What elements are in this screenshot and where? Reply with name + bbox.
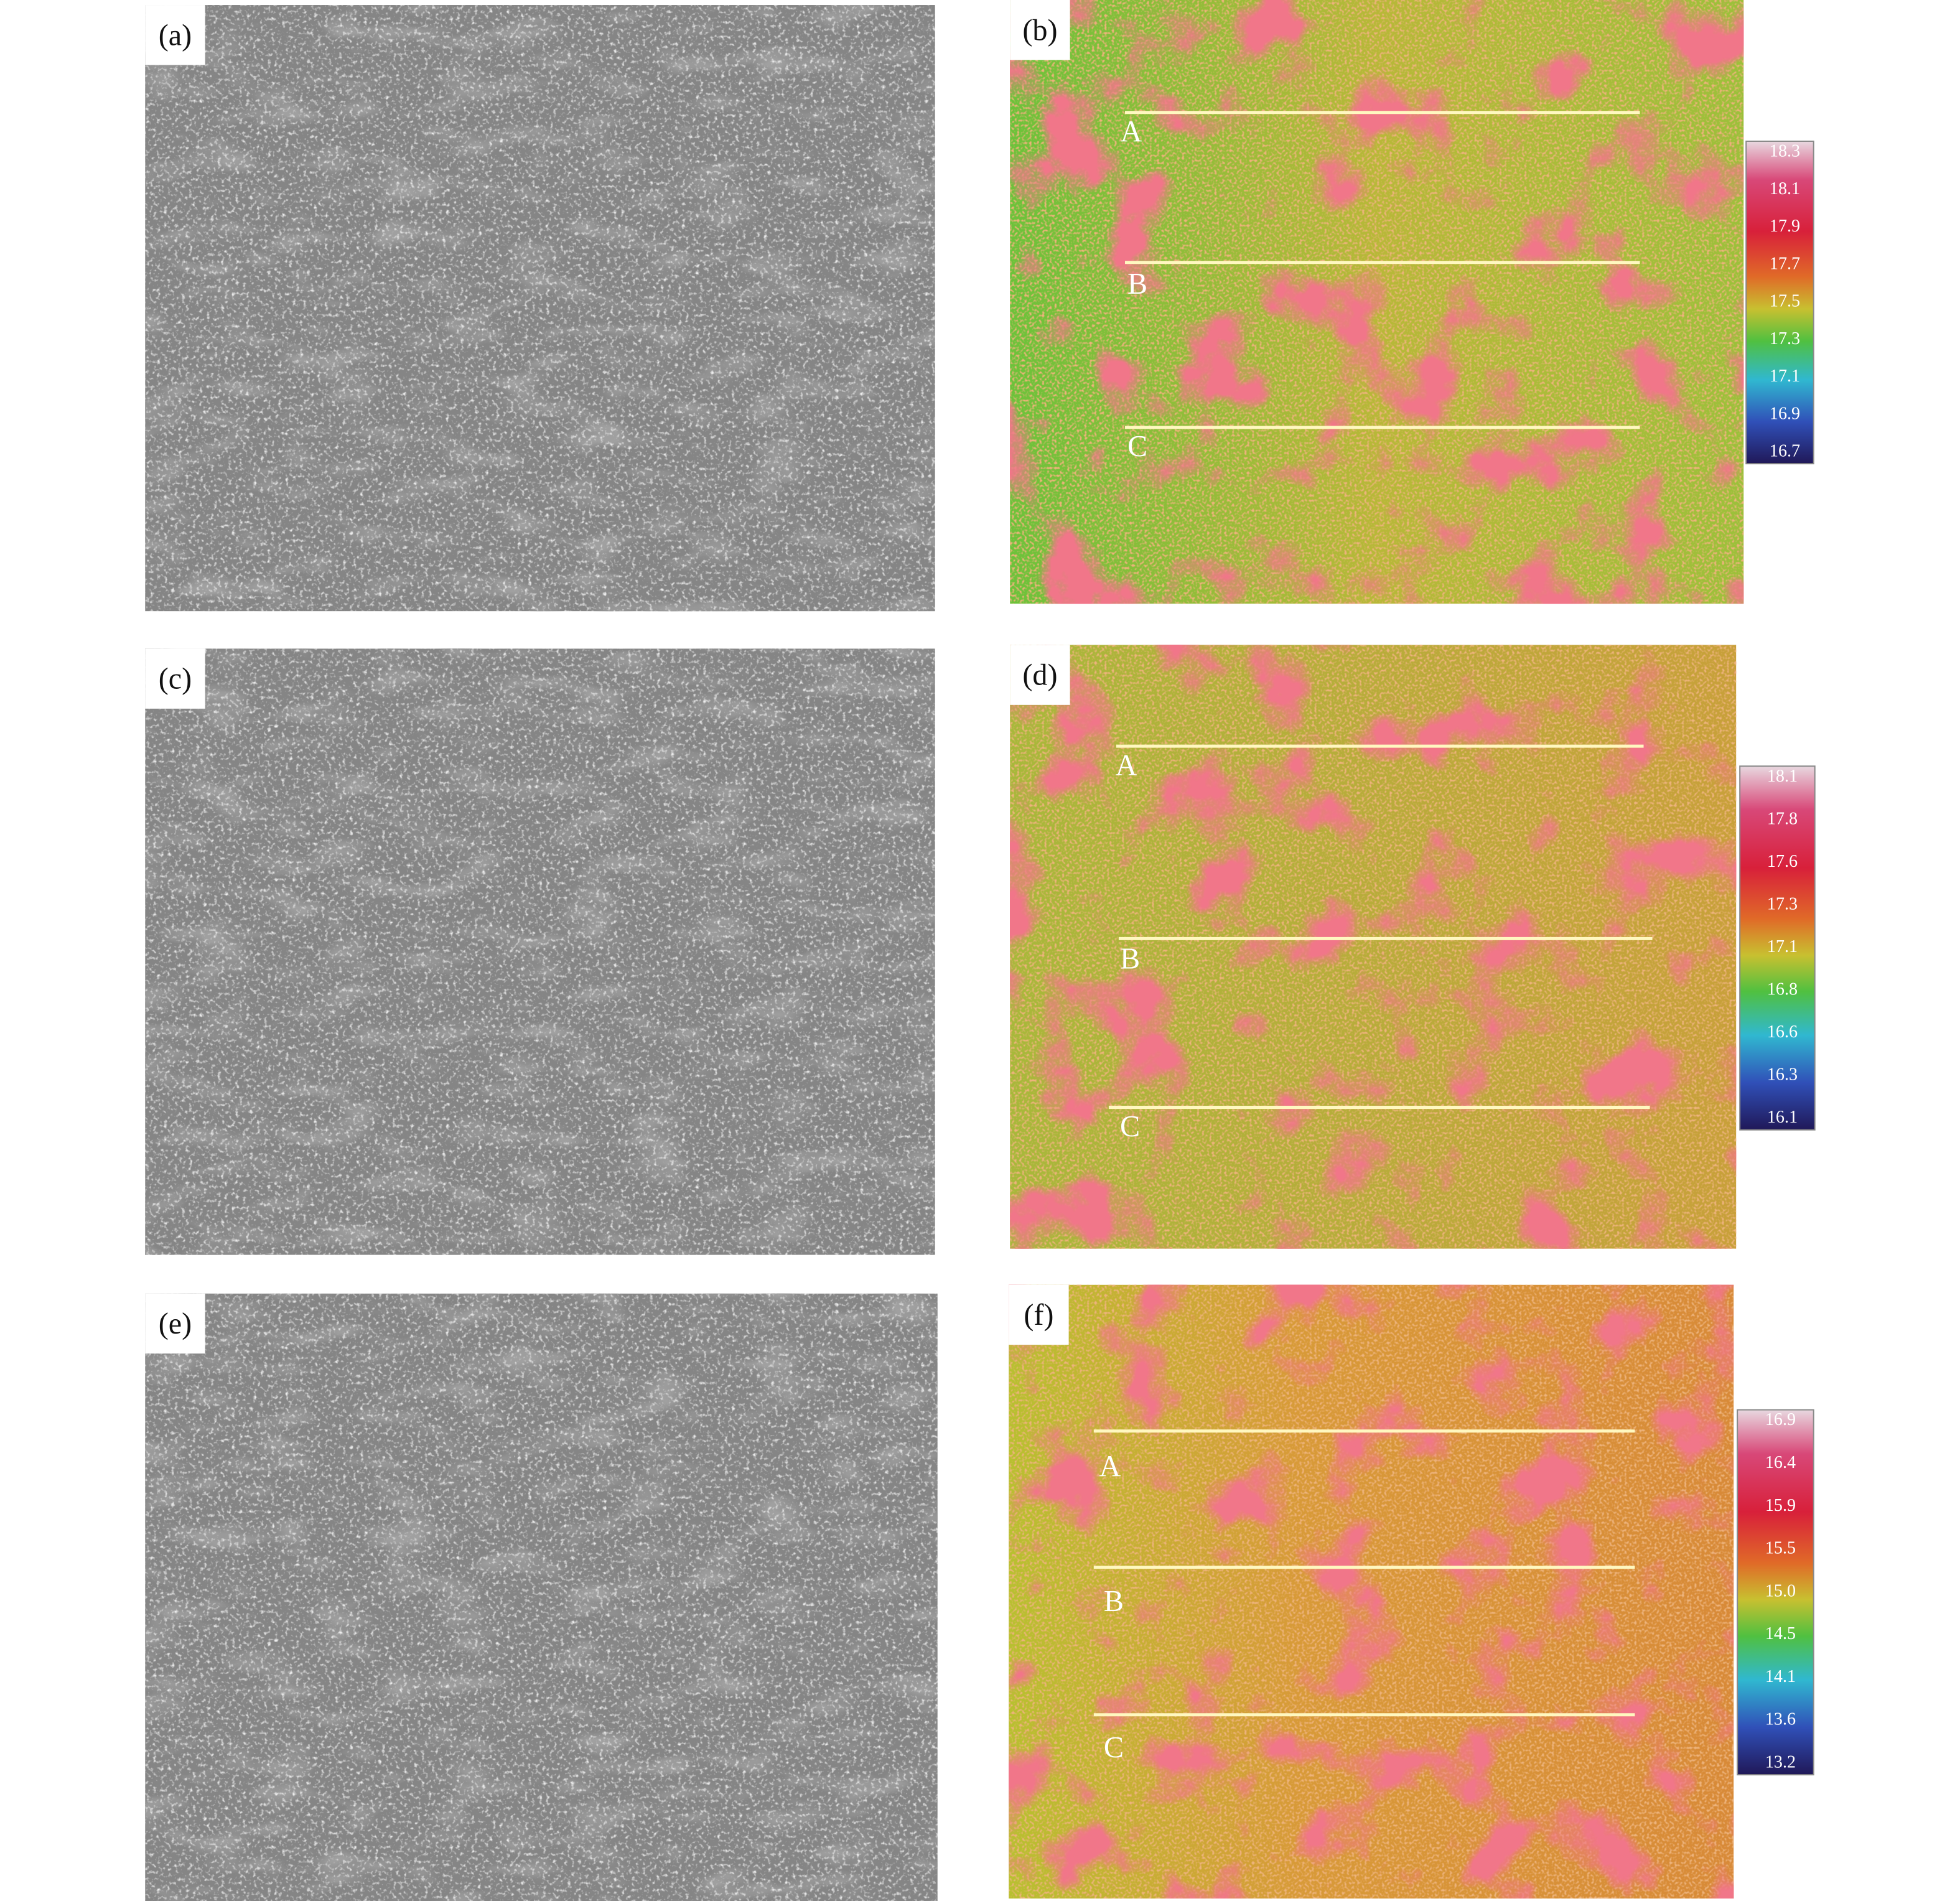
thermal-hotspots xyxy=(1010,0,1744,604)
panel: (e) xyxy=(145,1293,938,1901)
label-box xyxy=(1010,645,1070,705)
colorbar-tick-label: 13.2 xyxy=(1765,1753,1796,1772)
panel: (c) xyxy=(145,648,935,1255)
panel: A B C 16.9 16.4 15.9 15.5 15.0 14.5 14.1 13.6 13.2 (… xyxy=(1009,1284,1814,1899)
panel: A B C 18.3 18.1 17.9 17.7 17.5 17.3 17.1 16.9 16.7 (… xyxy=(1010,0,1814,604)
photo-grain xyxy=(145,5,935,612)
line-label: C xyxy=(1120,1110,1140,1143)
colorbar-tick-label: 16.3 xyxy=(1767,1065,1798,1085)
label-box xyxy=(145,648,205,709)
colorbar-tick-label: 16.9 xyxy=(1765,1410,1796,1429)
panel-label: (e) xyxy=(159,1307,192,1340)
line-label: A xyxy=(1099,1450,1121,1483)
label-box xyxy=(145,5,205,65)
colorbar-tick-label: 18.1 xyxy=(1770,179,1800,199)
colorbar-tick-label: 17.7 xyxy=(1770,254,1800,273)
colorbar-tick-label: 16.6 xyxy=(1767,1022,1798,1042)
line-label: C xyxy=(1127,430,1147,463)
colorbar-tick-label: 14.1 xyxy=(1765,1667,1796,1686)
label-box xyxy=(145,1293,205,1354)
line-label: B xyxy=(1120,943,1140,976)
colorbar-tick-label: 16.4 xyxy=(1765,1453,1796,1472)
panel: A B C 18.1 17.8 17.6 17.3 17.1 16.8 16.6 16.3 16.1 (… xyxy=(1010,645,1816,1249)
colorbar-tick-label: 17.9 xyxy=(1770,217,1800,236)
label-box xyxy=(1009,1284,1069,1345)
colorbar-tick-label: 16.1 xyxy=(1767,1108,1798,1127)
panel: (a) xyxy=(145,5,935,612)
colorbar-tick-label: 15.9 xyxy=(1765,1496,1796,1515)
line-label: B xyxy=(1104,1585,1124,1618)
line-label: B xyxy=(1127,268,1147,301)
colorbar-tick-label: 14.5 xyxy=(1765,1624,1796,1643)
colorbar-tick-label: 17.5 xyxy=(1770,292,1800,311)
label-box xyxy=(1010,0,1070,60)
panel-label: (a) xyxy=(159,19,192,52)
colorbar-tick-label: 17.1 xyxy=(1767,937,1798,956)
colorbar-tick-label: 15.0 xyxy=(1765,1581,1796,1600)
photo-grain xyxy=(145,648,935,1255)
colorbar xyxy=(1737,1409,1814,1776)
colorbar-tick-label: 17.8 xyxy=(1767,809,1798,828)
line-label: C xyxy=(1104,1731,1124,1764)
panel-label: (f) xyxy=(1024,1299,1053,1332)
colorbar-tick-label: 18.3 xyxy=(1770,141,1800,161)
line-label: A xyxy=(1116,749,1137,782)
panel-label: (d) xyxy=(1022,659,1057,692)
photo-grain xyxy=(145,1293,938,1901)
colorbar xyxy=(1745,140,1814,465)
line-label: A xyxy=(1121,115,1142,148)
colorbar-tick-label: 17.1 xyxy=(1770,367,1800,386)
panel-label: (c) xyxy=(159,663,192,696)
colorbar-tick-label: 16.7 xyxy=(1770,442,1800,461)
colorbar-tick-label: 15.5 xyxy=(1765,1539,1796,1558)
thermal-hotspots xyxy=(1010,645,1737,1249)
colorbar-tick-label: 13.6 xyxy=(1765,1710,1796,1729)
colorbar-tick-label: 16.9 xyxy=(1770,404,1800,423)
colorbar xyxy=(1739,765,1816,1131)
colorbar-tick-label: 16.8 xyxy=(1767,979,1798,999)
colorbar-tick-label: 17.3 xyxy=(1770,329,1800,348)
colorbar-tick-label: 17.6 xyxy=(1767,852,1798,871)
colorbar-tick-label: 18.1 xyxy=(1767,767,1798,786)
colorbar-tick-label: 17.3 xyxy=(1767,894,1798,913)
thermal-hotspots xyxy=(1009,1284,1734,1899)
panel-label: (b) xyxy=(1022,14,1057,47)
